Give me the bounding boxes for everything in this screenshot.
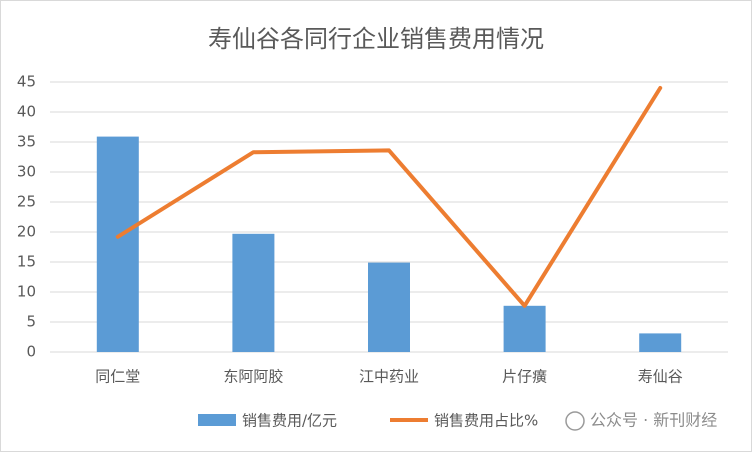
x-tick-label: 片仔癀 (502, 368, 547, 386)
legend-label: 销售费用/亿元 (242, 412, 337, 430)
x-tick-label: 寿仙谷 (638, 368, 683, 386)
y-tick-label: 5 (26, 313, 36, 331)
legend-swatch (198, 414, 236, 426)
bar (232, 233, 275, 352)
bar (639, 333, 682, 352)
watermark-icon (565, 411, 585, 431)
y-tick-label: 20 (17, 223, 36, 241)
y-tick-label: 15 (17, 253, 36, 271)
bar (368, 262, 410, 352)
y-tick-label: 35 (17, 133, 36, 151)
x-tick-label: 东阿阿胶 (223, 368, 283, 386)
y-tick-label: 45 (17, 73, 36, 91)
chart-title: 寿仙谷各同行企业销售费用情况 (208, 25, 544, 53)
line (115, 86, 663, 308)
y-tick-label: 30 (17, 163, 36, 181)
y-tick-label: 0 (26, 343, 36, 361)
y-tick-label: 40 (17, 103, 36, 121)
watermark: 公众号 · 新刊财经 (590, 411, 717, 430)
y-tick-label: 10 (17, 283, 36, 301)
x-tick-label: 江中药业 (359, 368, 419, 386)
x-tick-label: 同仁堂 (95, 368, 140, 386)
bar (96, 136, 139, 352)
y-tick-label: 25 (17, 193, 36, 211)
legend-label: 销售费用占比% (434, 412, 538, 430)
bar (503, 305, 546, 352)
